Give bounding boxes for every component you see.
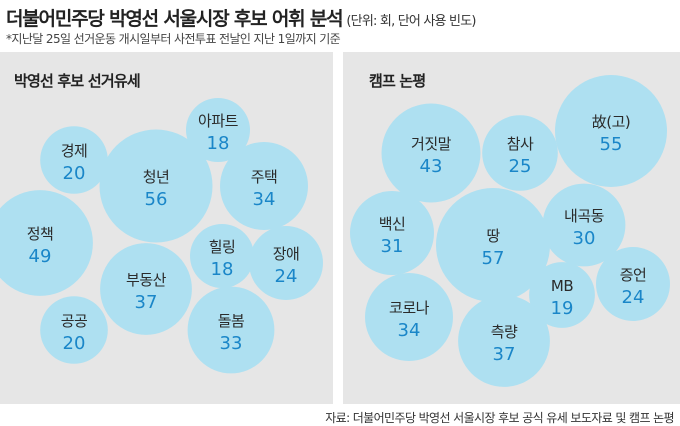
bubble-1-6 [529, 262, 595, 328]
bubble-value-label: 24 [622, 287, 645, 308]
bubble-0-1 [40, 126, 108, 194]
bubble-word-label: 경제 [61, 142, 88, 160]
bubble-word-label: 공공 [61, 312, 88, 330]
panel-title-camp-commentary: 캠프 논평 [369, 72, 426, 90]
source-note: 자료: 더불어민주당 박영선 서울시장 후보 공식 유세 보도자료 및 캠프 논… [325, 411, 674, 425]
bubble-group-1: 故(고) 55 거짓말 43 참사 25 백신 31 땅 57 내곡동 30 MB 19 증언 24 코로나 34… [350, 75, 670, 387]
bubble-0-3 [220, 142, 308, 230]
bubble-1-0 [555, 75, 667, 187]
bubble-word-label: 힐링 [209, 238, 236, 256]
bubble-1-2 [482, 115, 558, 191]
bubble-1-7 [596, 247, 670, 321]
bubble-value-label: 55 [600, 134, 623, 155]
panel-title-campaign-speech: 박영선 후보 선거유세 [14, 72, 141, 90]
bubble-value-label: 33 [220, 333, 243, 354]
bubble-0-8 [40, 296, 108, 364]
bubble-value-label: 24 [275, 266, 298, 287]
bubble-value-label: 18 [211, 259, 234, 280]
chart-unit: (단위: 회, 단어 사용 빈도) [346, 14, 476, 29]
bubble-word-label: 부동산 [126, 271, 167, 289]
bubble-word-label: 코로나 [389, 299, 430, 317]
bubble-value-label: 37 [493, 344, 516, 365]
bubble-value-label: 57 [482, 248, 505, 269]
bubble-value-label: 18 [207, 133, 230, 154]
bubble-1-1 [381, 103, 481, 203]
bubble-value-label: 37 [135, 292, 158, 313]
bubble-value-label: 31 [381, 236, 404, 257]
bubble-value-label: 19 [551, 298, 574, 319]
bubble-word-label: 측량 [491, 323, 518, 341]
chart-title: 더불어민주당 박영선 서울시장 후보 어휘 분석 [6, 8, 344, 30]
bubble-0-2 [99, 129, 213, 243]
bubble-1-8 [365, 273, 453, 361]
bubble-value-label: 34 [398, 320, 421, 341]
bubble-word-label: 장애 [273, 245, 300, 263]
chart-subtitle: *지난달 25일 선거운동 개시일부터 사전투표 전날인 지난 1일까지 기준 [6, 32, 341, 46]
bubble-0-6 [249, 226, 323, 300]
bubble-1-5 [542, 183, 626, 267]
bubble-group-0: 아파트 18 경제 20 청년 56 주택 34 정책 49 힐링 18 장애 24 부동산 37 공공 20 돌봄… [0, 98, 323, 374]
bubble-word-label: 정책 [27, 225, 54, 243]
bubble-value-label: 30 [573, 228, 596, 249]
bubble-word-label: 백신 [379, 215, 406, 233]
bubble-word-label: 아파트 [198, 112, 239, 130]
bubble-word-label: 증언 [620, 266, 647, 284]
bubble-word-label: 故(고) [592, 113, 631, 131]
bubble-word-label: 돌봄 [218, 312, 245, 330]
chart-title-line: 더불어민주당 박영선 서울시장 후보 어휘 분석 (단위: 회, 단어 사용 빈도… [6, 4, 476, 31]
bubble-word-label: 청년 [143, 168, 170, 186]
bubble-word-label: 참사 [507, 135, 534, 153]
bubble-value-label: 43 [420, 156, 443, 177]
bubble-0-4 [0, 190, 93, 296]
bubble-value-label: 49 [29, 246, 52, 267]
bubble-value-label: 20 [63, 163, 86, 184]
bubble-0-9 [187, 286, 275, 374]
bubble-1-9 [458, 295, 550, 387]
bubble-word-label: 거짓말 [411, 135, 452, 153]
bubble-word-label: 땅 [486, 227, 500, 245]
bubble-word-label: MB [551, 277, 573, 295]
bubble-1-4 [436, 188, 550, 302]
bubble-0-5 [190, 224, 254, 288]
bubble-1-3 [350, 191, 434, 275]
bubble-word-label: 주택 [251, 168, 278, 186]
bubble-value-label: 20 [63, 333, 86, 354]
bubble-word-label: 내곡동 [564, 207, 605, 225]
bubble-0-0 [186, 98, 250, 162]
bubble-0-7 [100, 243, 192, 335]
bubble-value-label: 25 [509, 156, 532, 177]
bubble-value-label: 56 [145, 189, 168, 210]
bubble-value-label: 34 [253, 189, 276, 210]
